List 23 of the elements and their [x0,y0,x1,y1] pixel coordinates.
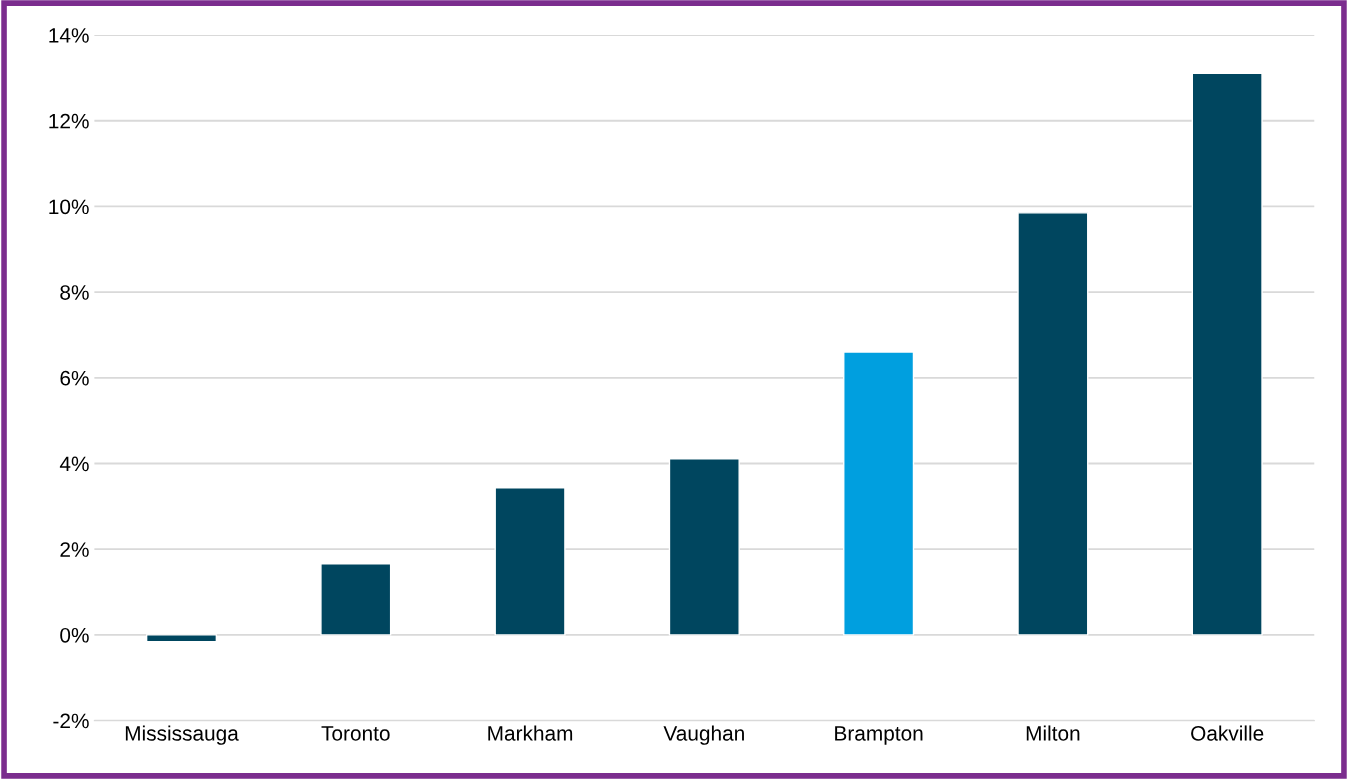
bar [1017,212,1089,636]
y-tick-label: 8% [60,285,89,300]
bar [494,487,566,636]
y-tick-label: 12% [49,113,89,129]
y-tick-label: 4% [59,456,89,472]
y-tick-label: 2% [60,542,89,557]
x-tick-label: Toronto [321,726,390,741]
x-tick-label: Mississauga [125,725,239,745]
bar [145,634,218,643]
x-tick-label: Oakville [1191,725,1264,741]
y-tick-label: 6% [60,370,89,386]
bar [320,563,392,636]
x-tick-label: Markham [488,725,573,741]
x-tick-label: Vaughan [663,725,744,745]
x-tick-label: Brampton [835,726,923,745]
bar [1191,72,1263,636]
x-tick-label: Milton [1026,725,1080,741]
y-tick-label: -2% [53,713,89,729]
bar [843,351,915,636]
y-tick-label: 0% [60,627,89,643]
bar [668,458,740,636]
y-tick-label: 10% [49,199,89,215]
y-tick-label: 14% [49,28,89,43]
